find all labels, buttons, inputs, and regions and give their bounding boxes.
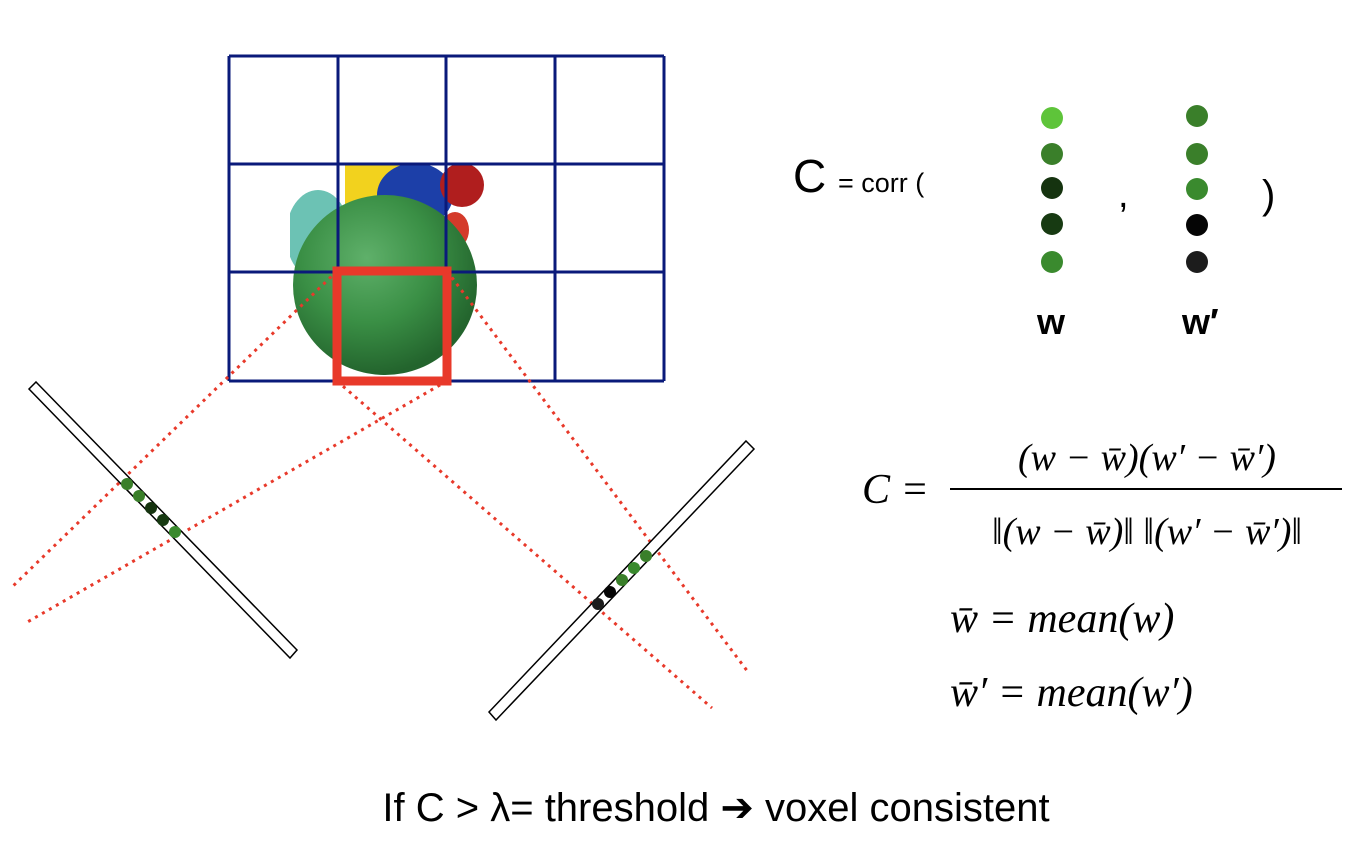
corr-big-c: C (793, 150, 826, 202)
corr-comma: , (1118, 174, 1129, 216)
highlighted-voxel (332, 266, 452, 386)
right-plane-pixels (592, 550, 652, 610)
ray-right-upper (445, 270, 750, 673)
w-prime-dot-2 (1186, 143, 1208, 165)
correlation-formula: C = (w − w̄)(w′ − w̄′) ‖(w − w̄)‖ ‖(w′ −… (862, 437, 1342, 716)
formula-mean-w-prime: w̄′ = mean(w′) (950, 670, 1193, 716)
corr-prefix: = corr ( (838, 168, 924, 198)
w-vector (1041, 107, 1063, 273)
w-prime-dot-3 (1186, 178, 1208, 200)
w-dot-5 (1041, 251, 1063, 273)
correlation-definition: C = corr ( , ) w w′ (793, 105, 1275, 342)
left-image-plane (27, 380, 299, 660)
ray-left-upper (10, 269, 339, 589)
w-dot-4 (1041, 213, 1063, 235)
w-dot-1 (1041, 107, 1063, 129)
w-dot-2 (1041, 143, 1063, 165)
w-label: w (1036, 301, 1066, 342)
formula-denominator: ‖(w − w̄)‖ ‖(w′ − w̄′)‖ (992, 511, 1302, 553)
left-plane-pixels (121, 478, 181, 538)
threshold-caption: If C > λ= threshold ➔ voxel consistent (382, 786, 1049, 830)
w-prime-dot-4 (1186, 214, 1208, 236)
w-prime-vector (1186, 105, 1208, 273)
w-prime-dot-5 (1186, 251, 1208, 273)
projection-rays (10, 269, 750, 710)
formula-lhs: C = (862, 467, 929, 513)
formula-mean-w: w̄ = mean(w) (950, 596, 1174, 642)
formula-numerator: (w − w̄)(w′ − w̄′) (1018, 437, 1276, 479)
w-dot-3 (1041, 177, 1063, 199)
w-prime-label: w′ (1181, 301, 1219, 342)
ray-right-lower (336, 379, 713, 710)
right-image-plane (487, 439, 756, 722)
w-prime-dot-1 (1186, 105, 1208, 127)
corr-close-paren: ) (1262, 173, 1275, 217)
ray-left-lower (23, 379, 448, 626)
